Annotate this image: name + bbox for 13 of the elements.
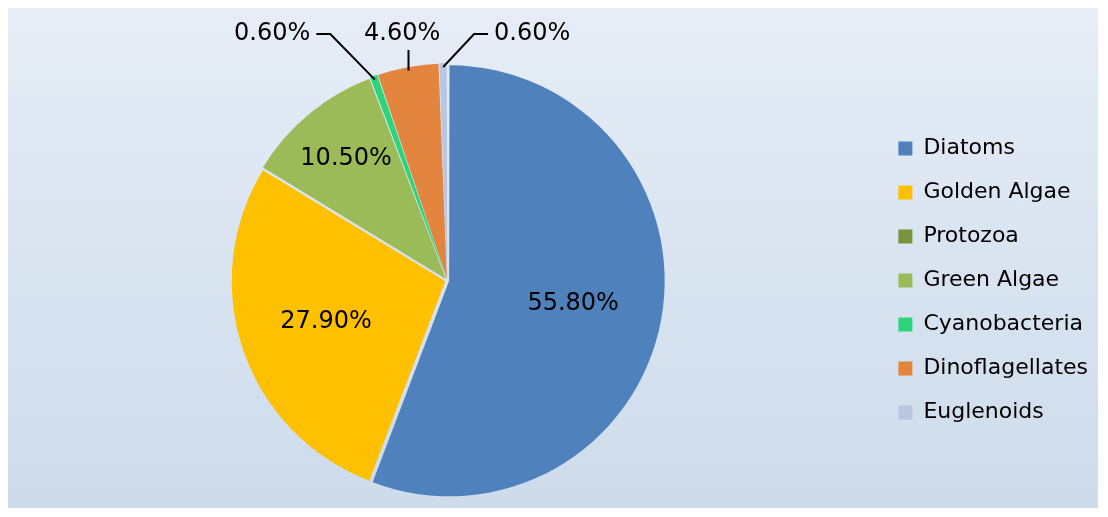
legend-label: Dinoflagellates bbox=[923, 354, 1088, 380]
data-label: 0.60% bbox=[494, 18, 571, 47]
data-label: 27.90% bbox=[280, 306, 372, 335]
legend-label: Golden Algae bbox=[923, 178, 1071, 204]
legend-label: Protozoa bbox=[923, 222, 1019, 248]
legend-label: Diatoms bbox=[923, 134, 1015, 160]
legend-label: Cyanobacteria bbox=[923, 310, 1083, 336]
data-label: 0.60% bbox=[234, 18, 311, 47]
legend-label: Green Algae bbox=[923, 266, 1060, 292]
data-label: 55.80% bbox=[527, 287, 619, 316]
legend-label: Euglenoids bbox=[923, 398, 1044, 424]
data-label: 4.60% bbox=[364, 18, 441, 47]
data-label: 10.50% bbox=[300, 143, 392, 172]
